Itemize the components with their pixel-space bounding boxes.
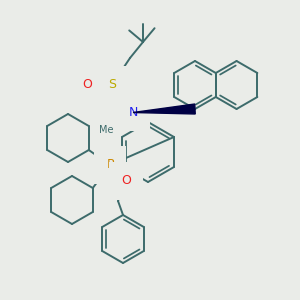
Text: O: O [82,79,92,92]
Text: S: S [108,79,116,92]
Text: Me: Me [98,125,113,135]
Text: N: N [128,106,138,118]
Polygon shape [133,104,195,114]
Text: O: O [121,175,131,188]
Text: P: P [106,158,114,172]
